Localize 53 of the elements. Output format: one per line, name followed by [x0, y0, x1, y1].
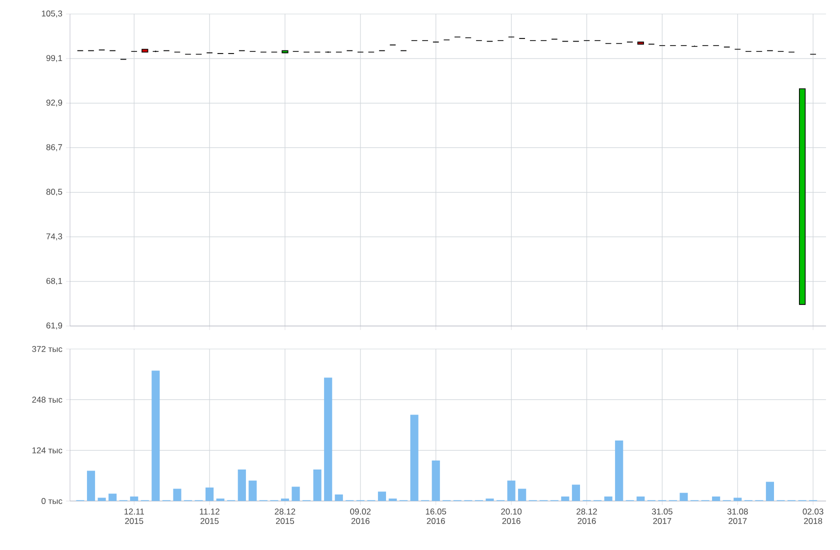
bar — [280, 498, 290, 502]
bar — [206, 488, 214, 502]
y-tick-label: 80,5 — [46, 188, 62, 196]
y-tick-label: 61,9 — [46, 322, 62, 330]
bar — [152, 370, 160, 502]
bar — [108, 494, 117, 502]
x-tick-label: 16.05 2016 — [426, 508, 446, 524]
y-tick-label: 248 тыс — [32, 396, 62, 403]
bar — [410, 414, 418, 502]
bar — [313, 470, 322, 502]
bar — [378, 492, 386, 502]
bar — [712, 496, 720, 502]
y-tick-label: 372 тыс — [32, 346, 62, 352]
x-tick-label: 09.02 2016 — [350, 508, 371, 524]
bar — [432, 460, 440, 502]
bar — [238, 470, 246, 502]
y-tick-label: 0 тыс — [42, 498, 62, 504]
bar — [173, 488, 182, 502]
x-tick-label: 31.08 2017 — [727, 508, 748, 524]
bar — [615, 440, 624, 502]
bar — [636, 496, 645, 502]
bar — [292, 486, 300, 502]
bar — [680, 492, 688, 502]
bar — [248, 480, 257, 502]
bar — [734, 498, 742, 502]
x-tick-label: 20.10 2016 — [501, 508, 522, 524]
x-tick-label: 31.05 2017 — [652, 508, 672, 524]
x-tick-label: 02.03 2018 — [802, 508, 824, 524]
bar — [98, 498, 106, 502]
bar — [561, 496, 570, 502]
bar — [507, 480, 516, 502]
bar — [130, 496, 138, 502]
bar — [388, 498, 397, 502]
y-tick-label: 86,7 — [46, 144, 62, 152]
bar — [486, 498, 494, 502]
y-tick-label: 92,9 — [46, 100, 62, 107]
x-tick-label: 28.12 2016 — [576, 508, 597, 524]
x-tick-label: 11.12 2015 — [200, 508, 220, 524]
bar — [324, 378, 332, 502]
x-tick-label: 12.11 2015 — [124, 508, 144, 524]
bar — [334, 494, 343, 502]
bar — [86, 470, 96, 502]
y-tick-label: 105,3 — [42, 10, 62, 18]
bar — [518, 488, 526, 502]
y-tick-label: 124 тыс — [32, 447, 62, 454]
y-tick-label: 68,1 — [46, 278, 62, 285]
bar — [216, 498, 224, 502]
x-tick-label: 28.12 2015 — [274, 508, 296, 524]
bar — [604, 496, 612, 502]
y-tick-label: 99,1 — [46, 55, 62, 62]
bar — [766, 482, 774, 502]
bar — [572, 484, 580, 502]
y-tick-label: 74,3 — [46, 233, 62, 240]
